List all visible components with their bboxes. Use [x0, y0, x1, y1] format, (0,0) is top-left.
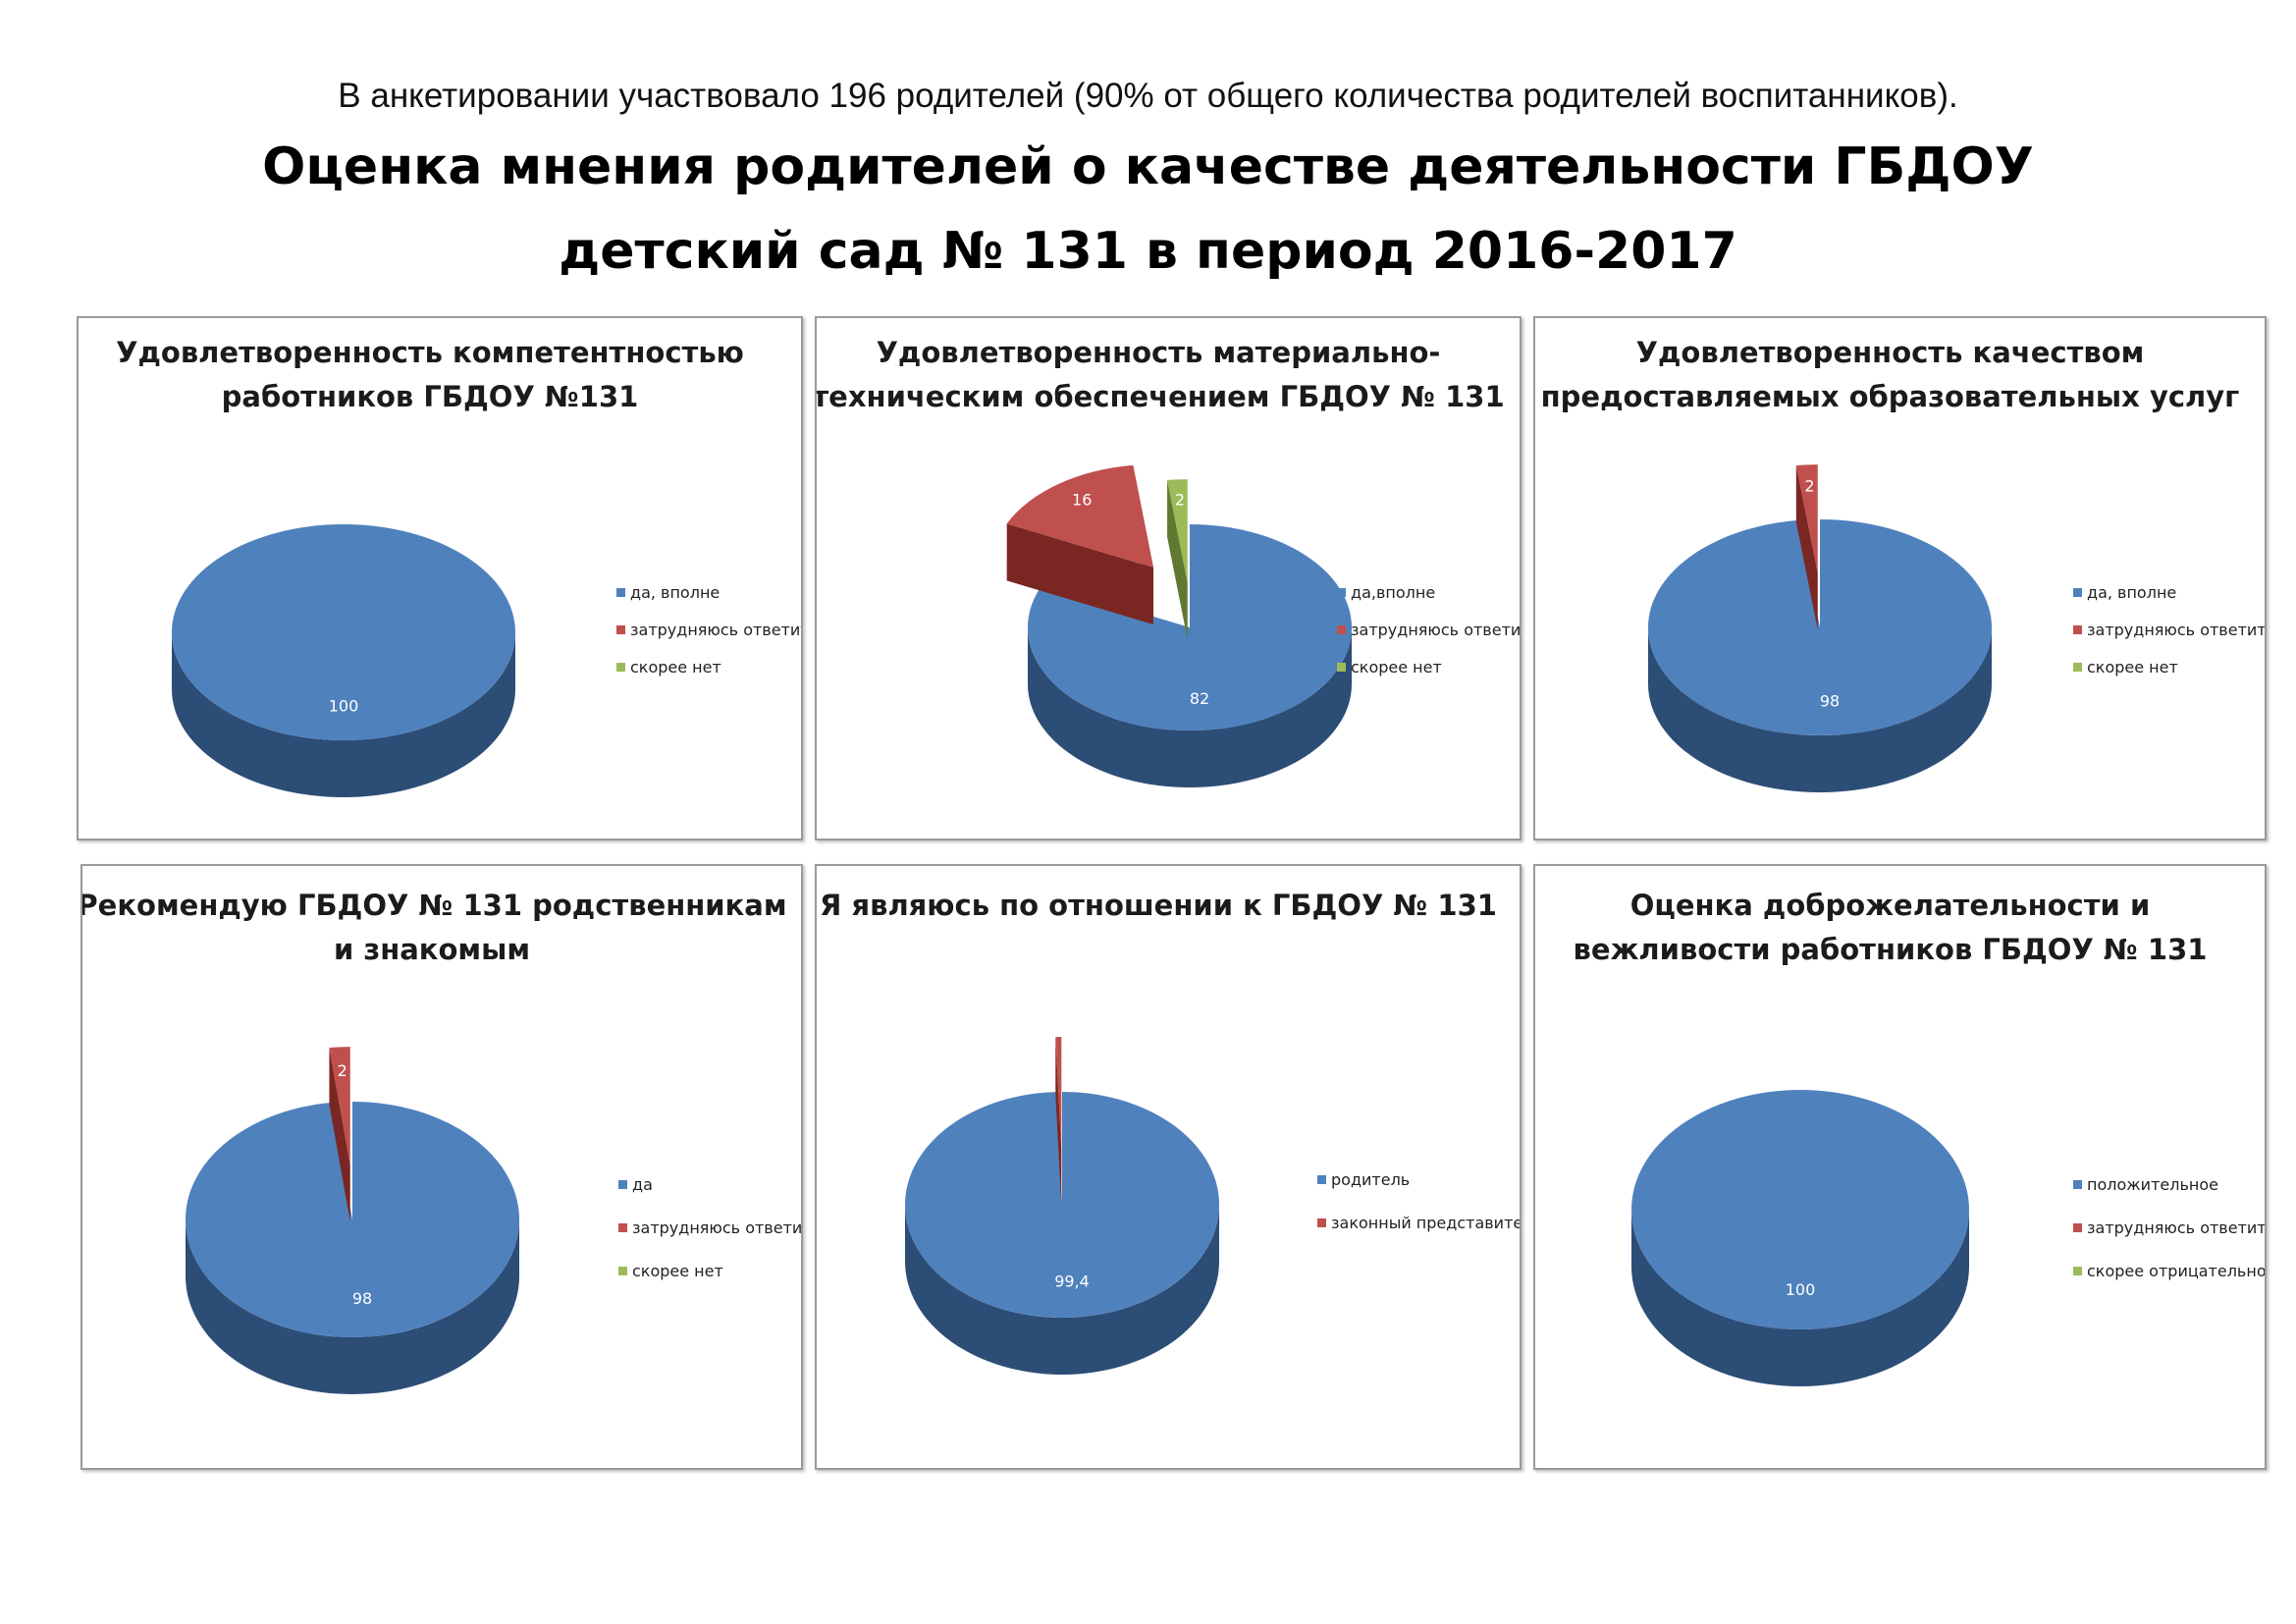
legend-swatch: [618, 1180, 627, 1189]
legend-label: да,вполне: [1351, 583, 1435, 602]
legend-label: затрудняюсь ответить: [1351, 621, 1520, 639]
pie-slice-side: [186, 1219, 519, 1394]
pie-chart: Удовлетворенность материально-технически…: [817, 336, 1520, 787]
pie-slice-side: [1167, 479, 1188, 640]
legend-swatch: [616, 588, 625, 597]
data-label: 2: [1175, 490, 1185, 509]
pie-slice: [186, 1102, 520, 1337]
pie-chart: Я являюсь по отношении к ГБДОУ № 131 99,4…: [820, 889, 1520, 1375]
data-label: 98: [1820, 692, 1840, 711]
pie-slice-side: [1648, 627, 1992, 792]
legend-swatch: [616, 663, 625, 672]
page-title-line-2: детский сад № 131 в период 2016-2017: [559, 222, 1737, 281]
pie-slice-side: [329, 1048, 350, 1222]
legend-label: затрудняюсь ответить: [632, 1218, 801, 1237]
legend-swatch: [2073, 1267, 2082, 1275]
pie-slice-side: [905, 1205, 1219, 1375]
pie-slice-side: [172, 632, 515, 797]
pie-slice-side: [1631, 1210, 1969, 1386]
legend-swatch: [1337, 625, 1346, 634]
chart-title: Я являюсь по отношении к ГБДОУ № 131: [820, 889, 1497, 922]
legend-swatch: [2073, 1180, 2082, 1189]
chart-panel-competence: Удовлетворенность компетентностью работни…: [77, 316, 803, 840]
legend-swatch: [2073, 588, 2082, 597]
chart-title: техническим обеспечением ГБДОУ № 131: [817, 380, 1505, 413]
chart-title: Рекомендую ГБДОУ № 131 родственникам: [82, 889, 787, 922]
legend-label: да, вполне: [2087, 583, 2176, 602]
pie-slice-side: [1006, 523, 1153, 625]
data-label: 2: [1804, 477, 1814, 496]
chart-title: вежливости работников ГБДОУ № 131: [1574, 933, 2208, 966]
legend-label: скорее отрицательное: [2087, 1262, 2265, 1280]
pie-slice: [172, 524, 515, 740]
pie-slice: [1055, 1037, 1062, 1151]
data-label: 98: [352, 1289, 372, 1308]
data-label: 100: [1786, 1280, 1816, 1299]
pie-slice-side: [1028, 627, 1352, 787]
legend-swatch: [1337, 588, 1346, 597]
legend-swatch: [2073, 663, 2082, 672]
legend-swatch: [2073, 1223, 2082, 1232]
chart-title: Удовлетворенность материально-: [877, 336, 1441, 369]
legend-label: затрудняюсь ответить: [630, 621, 801, 639]
chart-title: Оценка доброжелательности и: [1630, 889, 2151, 922]
pie-slice: [1648, 519, 1992, 735]
legend-swatch: [1337, 663, 1346, 672]
legend-label: положительное: [2087, 1175, 2218, 1194]
legend-label: затрудняюсь ответить: [2087, 1218, 2265, 1237]
pie-slice: [329, 1047, 350, 1165]
data-label: 2: [338, 1061, 347, 1080]
data-label: 82: [1190, 689, 1209, 708]
data-label: 99,4: [1054, 1272, 1090, 1290]
legend-label: скорее нет: [630, 658, 721, 677]
legend-swatch: [2073, 625, 2082, 634]
legend-label: родитель: [1331, 1170, 1410, 1189]
pie-chart: Оценка доброжелательности и вежливости ра…: [1574, 889, 2265, 1386]
pie-slice-side: [1055, 1037, 1062, 1208]
chart-title: работников ГБДОУ №131: [222, 380, 639, 413]
legend-label: скорее нет: [2087, 658, 2178, 677]
legend-swatch: [618, 1223, 627, 1232]
pie-chart: Удовлетворенность качеством предоставляем…: [1541, 336, 2265, 792]
legend-label: скорее нет: [632, 1262, 723, 1280]
chart-title: и знакомым: [334, 933, 530, 966]
legend-label: затрудняюсь ответить: [2087, 621, 2265, 639]
pie-slice: [905, 1092, 1220, 1318]
pie-chart: Удовлетворенность компетентностью работни…: [116, 336, 801, 797]
chart-panel-education: Удовлетворенность качеством предоставляем…: [1533, 316, 2267, 840]
page-title-line-1: Оценка мнения родителей о качестве деяте…: [262, 137, 2034, 196]
chart-panel-recommend: Рекомендую ГБДОУ № 131 родственникам и зн…: [80, 864, 803, 1470]
pie-chart: Рекомендую ГБДОУ № 131 родственникам и зн…: [82, 889, 801, 1394]
legend-swatch: [1317, 1175, 1326, 1184]
data-label: 100: [329, 697, 359, 716]
pie-slice: [1006, 464, 1153, 568]
chart-title: Удовлетворенность качеством: [1636, 336, 2145, 369]
data-label: 16: [1072, 490, 1092, 509]
pie-slice: [1631, 1090, 1969, 1329]
chart-panel-material: Удовлетворенность материально-технически…: [815, 316, 1522, 840]
chart-panel-relation: Я являюсь по отношении к ГБДОУ № 131 99,4…: [815, 864, 1522, 1470]
pie-slice: [1028, 524, 1352, 731]
legend-swatch: [1317, 1218, 1326, 1227]
legend-label: да, вполне: [630, 583, 720, 602]
legend-label: да: [632, 1175, 653, 1194]
legend-swatch: [618, 1267, 627, 1275]
chart-panel-politeness: Оценка доброжелательности и вежливости ра…: [1533, 864, 2267, 1470]
legend-label: законный представитель: [1331, 1214, 1520, 1232]
chart-title: предоставляемых образовательных услуг: [1541, 380, 2240, 413]
legend-swatch: [616, 625, 625, 634]
pie-slice: [1795, 464, 1818, 573]
pie-slice: [1167, 479, 1188, 583]
chart-title: Удовлетворенность компетентностью: [116, 336, 744, 369]
pie-slice-side: [1795, 464, 1818, 630]
intro-text: В анкетировании участвовало 196 родителе…: [338, 77, 1958, 115]
legend-label: скорее нет: [1351, 658, 1442, 677]
